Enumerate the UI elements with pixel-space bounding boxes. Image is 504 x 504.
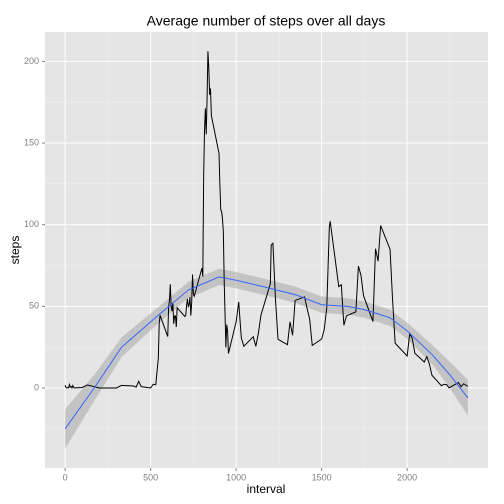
steps-line <box>64 51 469 390</box>
x-axis-label: interval <box>247 482 286 496</box>
panel <box>45 32 488 468</box>
x-tick-label: 500 <box>143 472 158 482</box>
y-tick-label: 100 <box>24 219 39 229</box>
chart-title: Average number of steps over all days <box>147 13 386 29</box>
y-axis-label: steps <box>8 236 22 265</box>
y-tick-label: 50 <box>29 301 39 311</box>
confidence-band <box>65 268 468 449</box>
y-tick-label: 150 <box>24 137 39 147</box>
y-tick-label: 200 <box>24 56 39 66</box>
smooth-line <box>64 276 469 430</box>
x-tick-label: 1000 <box>226 472 246 482</box>
x-tick-label: 1500 <box>312 472 332 482</box>
x-tick-label: 2000 <box>397 472 417 482</box>
y-tick-label: 0 <box>34 382 39 392</box>
x-tick-label: 0 <box>63 472 68 482</box>
